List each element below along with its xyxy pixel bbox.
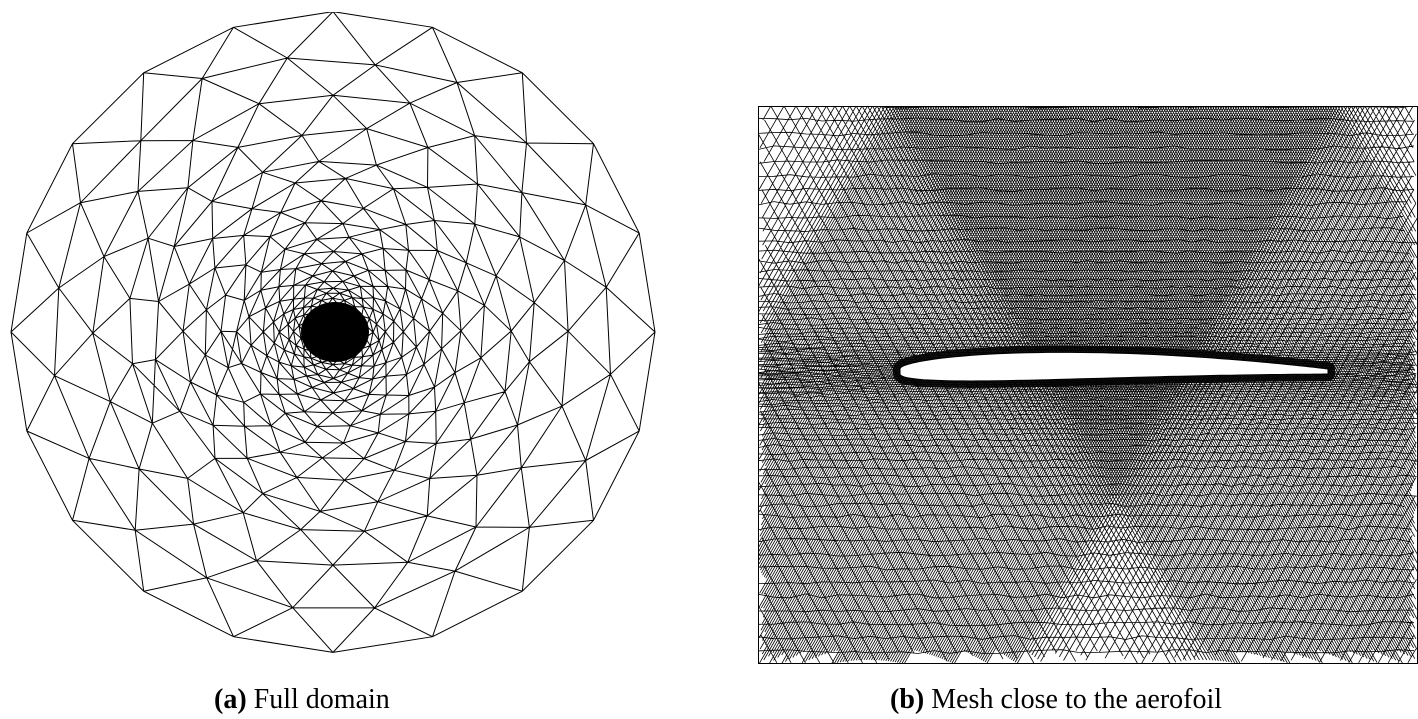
panel-b-caption: Mesh close to the aerofoil	[931, 684, 1223, 715]
aerofoil-shape	[899, 351, 1329, 382]
panel-a-caption: Full domain	[253, 684, 390, 715]
panel-a-label: (a)	[214, 684, 247, 715]
caption-full-domain: (a) Full domain	[214, 683, 390, 717]
panel-b-label: (b)	[890, 684, 925, 715]
caption-aerofoil-mesh: (b) Mesh close to the aerofoil	[890, 683, 1222, 717]
dense-mesh-core	[301, 302, 369, 362]
aerofoil-close-up-mesh	[758, 106, 1418, 664]
full-domain-mesh	[10, 12, 656, 653]
